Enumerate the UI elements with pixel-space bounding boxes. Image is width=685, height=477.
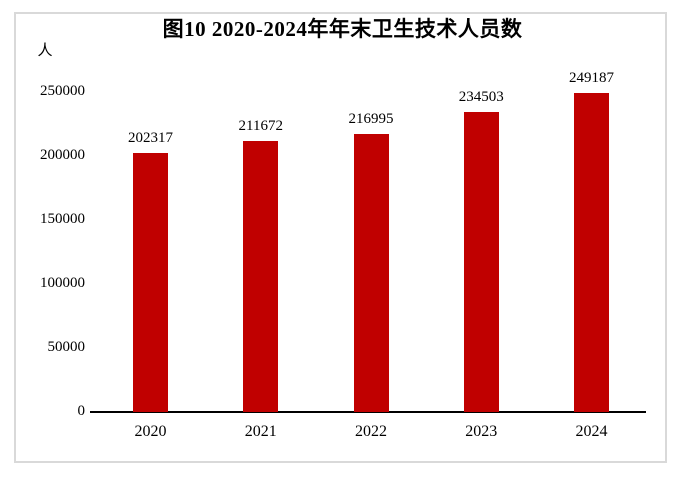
y-axis-tick-label: 250000 <box>40 83 85 99</box>
y-axis-tick-label: 150000 <box>40 211 85 227</box>
x-axis-line <box>90 411 646 413</box>
bar <box>463 111 499 412</box>
y-axis-unit-label: 人 <box>37 43 53 59</box>
bar-value-label: 249187 <box>569 70 614 87</box>
bar <box>133 153 168 412</box>
x-axis-category-label: 2022 <box>355 423 387 440</box>
chart-title: 图10 2020-2024年年末卫生技术人员数 <box>162 17 523 41</box>
chart-frame <box>14 12 667 463</box>
bar <box>574 93 609 412</box>
bar-value-label: 211672 <box>238 118 283 135</box>
bar-value-label: 216995 <box>348 111 394 128</box>
x-axis-category-label: 2020 <box>134 423 167 440</box>
bar <box>243 141 279 412</box>
bar <box>353 134 389 412</box>
y-axis-tick-label: 200000 <box>40 147 85 163</box>
x-axis-category-label: 2021 <box>244 423 277 440</box>
y-axis-tick-label: 0 <box>77 403 86 419</box>
bar-value-label: 234503 <box>458 88 504 105</box>
y-axis-tick-label: 100000 <box>40 275 85 291</box>
y-axis-tick-label: 50000 <box>47 339 86 355</box>
bar-value-label: 202317 <box>128 130 173 147</box>
x-axis-category-label: 2023 <box>465 423 498 440</box>
x-axis-category-label: 2024 <box>575 423 608 440</box>
